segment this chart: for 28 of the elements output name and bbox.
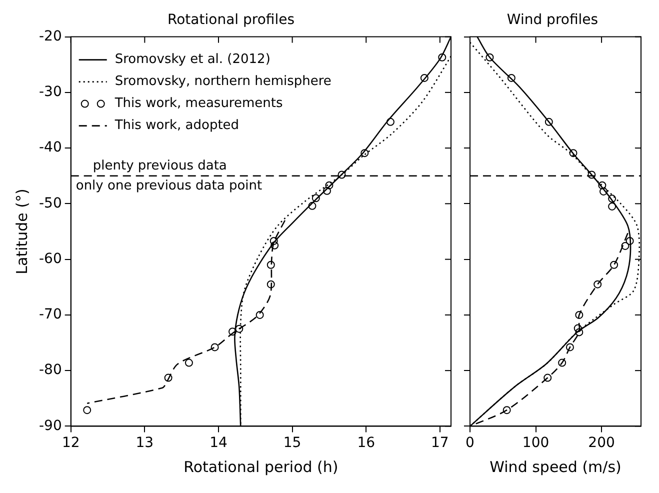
y-tick-label: -50	[38, 195, 62, 212]
legend-label: Sromovsky, northern hemisphere	[114, 74, 332, 90]
legend-label: This work, adopted	[114, 118, 240, 134]
x-tick-label: 0	[466, 435, 474, 452]
legend-label: This work, measurements	[114, 96, 283, 112]
y-tick-label: -20	[38, 28, 62, 44]
x-tick-label: 12	[62, 435, 80, 452]
x-axis-title: Wind speed (m/s)	[490, 458, 622, 476]
chart-title: Wind profiles	[506, 12, 598, 28]
x-tick-label: 17	[431, 435, 449, 452]
x-tick-label: 16	[357, 435, 376, 452]
y-tick-label: -70	[38, 306, 62, 323]
y-axis-title: Latitude (°)	[12, 188, 31, 274]
chart-title: Rotational profiles	[168, 12, 294, 28]
y-tick-label: -30	[38, 84, 62, 100]
x-tick-label: 200	[588, 435, 615, 452]
y-tick-label: -90	[38, 418, 62, 434]
annotation: only one previous data point	[76, 178, 262, 194]
legend-label: Sromovsky et al. (2012)	[114, 52, 270, 68]
ref-line-label: plenty previous data	[92, 158, 227, 174]
x-tick-label: 100	[522, 435, 550, 452]
x-axis-title: Rotational period (h)	[184, 458, 338, 476]
y-tick-label: -40	[38, 140, 62, 156]
x-tick-label: 15	[283, 435, 302, 452]
y-tick-label: -80	[38, 362, 62, 378]
x-tick-label: 13	[136, 435, 154, 452]
y-tick-label: -60	[38, 250, 62, 267]
x-tick-label: 14	[210, 435, 228, 452]
